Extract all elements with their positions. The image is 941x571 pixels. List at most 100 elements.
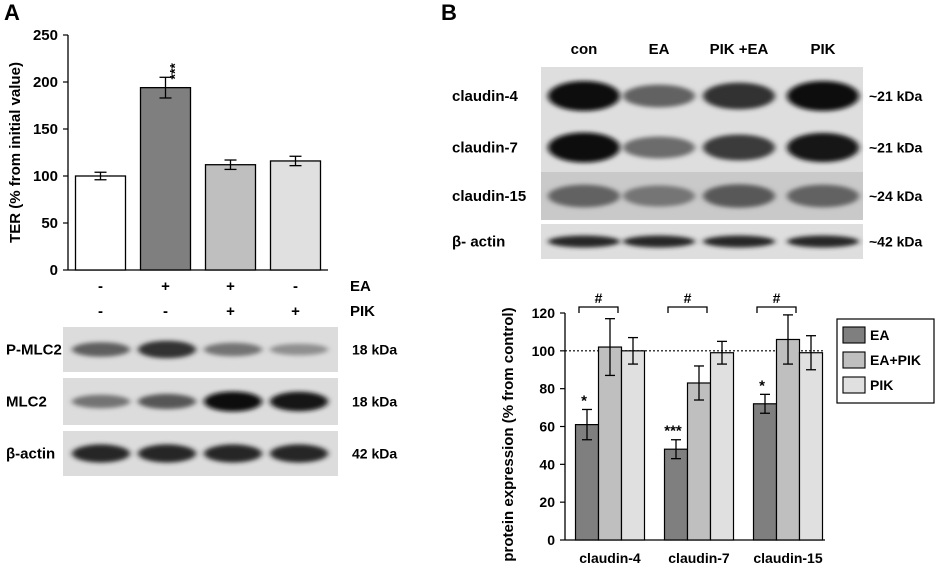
blot-band [204, 391, 262, 412]
blot-band [138, 444, 196, 463]
blot-label: β-actin [6, 446, 55, 463]
blot-size: ~24 kDa [869, 188, 923, 204]
treatment-mark: - [163, 303, 168, 320]
y-tick-label: 200 [33, 74, 58, 91]
blot-label: claudin-7 [452, 140, 518, 157]
panel-a-label: A [4, 0, 20, 25]
blot-band [623, 84, 695, 108]
legend-swatch [842, 351, 866, 369]
comparison-mark: # [773, 290, 781, 306]
y-tick-label: 100 [33, 168, 58, 185]
treatment-mark: + [226, 278, 235, 295]
significance-mark: *** [167, 63, 183, 80]
blot-size: ~21 kDa [869, 140, 923, 156]
blot-label: claudin-4 [452, 88, 519, 105]
y-tick-label: 50 [41, 215, 58, 232]
blot-band [204, 342, 262, 357]
comparison-bracket [578, 306, 619, 313]
bar [686, 382, 712, 541]
bar [775, 338, 801, 541]
bar [620, 350, 646, 541]
comparison-mark: # [684, 290, 692, 306]
significance-mark: *** [664, 423, 682, 440]
bar [74, 175, 127, 271]
treatment-mark: - [98, 303, 103, 320]
blot-label: P-MLC2 [6, 342, 62, 359]
blot-size: ~42 kDa [869, 234, 923, 250]
blot-band [72, 342, 130, 357]
blot-band [703, 82, 775, 110]
legend-label: PIK [870, 377, 893, 393]
comparison-bracket [756, 306, 797, 313]
y-tick-label: 40 [539, 456, 555, 472]
bar [574, 424, 600, 541]
blot-band [787, 184, 859, 208]
blot-band [138, 393, 196, 410]
blot-band [72, 444, 130, 463]
y-tick-label: 120 [532, 305, 556, 321]
comparison-bracket [667, 306, 708, 313]
blot-band [138, 340, 196, 359]
bar [269, 160, 322, 271]
y-axis-label: protein expression (% from control) [500, 307, 517, 561]
significance-mark: * [759, 377, 765, 394]
blot-band [787, 132, 859, 163]
blot-band [204, 444, 262, 463]
protein-expression-bar-chart: 0 20 40 60 80 100 120 protein expression (% fro… [500, 290, 935, 566]
legend-swatch [842, 376, 866, 394]
blot-band [623, 235, 695, 248]
bar [709, 352, 735, 541]
blot-band [270, 391, 328, 412]
bar [752, 403, 778, 541]
blot-size: ~21 kDa [869, 88, 923, 104]
y-tick-label: 250 [33, 27, 58, 44]
blot-band [270, 343, 328, 356]
blot-size: 18 kDa [352, 394, 397, 410]
y-tick-label: 20 [539, 494, 555, 510]
blot-column-label: PIK +EA [710, 41, 769, 58]
y-tick-label: 80 [539, 381, 555, 397]
blot-size: 42 kDa [352, 446, 397, 462]
blot-band [787, 235, 859, 248]
comparison-mark: # [595, 290, 603, 306]
treatment-mark: + [161, 278, 170, 295]
blot-band [787, 81, 859, 111]
y-tick-label: 150 [33, 121, 58, 138]
blot-band [623, 136, 695, 159]
treatment-label: PIK [350, 303, 375, 320]
y-axis-label: TER (% from initial value) [7, 62, 24, 243]
treatment-mark: + [226, 303, 235, 320]
x-tick-label: claudin-7 [668, 550, 730, 566]
blot-column-label: EA [649, 41, 670, 58]
blot-column-label: PIK [810, 41, 835, 58]
treatment-mark: + [291, 303, 300, 320]
bar [204, 164, 257, 271]
panel-b-label: B [441, 0, 457, 25]
treatment-mark: - [98, 278, 103, 295]
y-tick-label: 0 [547, 532, 555, 548]
treatment-label: EA [350, 278, 371, 295]
bar [139, 86, 192, 271]
blot-band [548, 184, 620, 208]
blot-size: 18 kDa [352, 342, 397, 358]
western-blots-b: con EA PIK +EA PIK claudin-4 ~21 kDa claudin-7… [452, 41, 923, 259]
legend-label: EA [870, 327, 889, 343]
blot-band [548, 132, 620, 163]
significance-mark: * [581, 392, 587, 409]
treatment-mark: - [293, 278, 298, 295]
blot-label: claudin-15 [452, 188, 526, 205]
ter-bar-chart: 0 50 100 150 200 250 TER (% from initial value… [7, 27, 375, 320]
y-tick-label: 100 [532, 343, 556, 359]
legend-swatch [842, 326, 866, 344]
y-tick-label: 0 [50, 262, 58, 279]
blot-band [72, 394, 130, 409]
x-tick-label: claudin-4 [579, 550, 641, 566]
legend-label: EA+PIK [870, 352, 921, 368]
blot-label: MLC2 [6, 394, 47, 411]
blot-band [703, 235, 775, 248]
blot-band [548, 235, 620, 248]
y-tick-label: 60 [539, 419, 555, 435]
blot-band [703, 134, 775, 161]
bar [798, 352, 824, 541]
